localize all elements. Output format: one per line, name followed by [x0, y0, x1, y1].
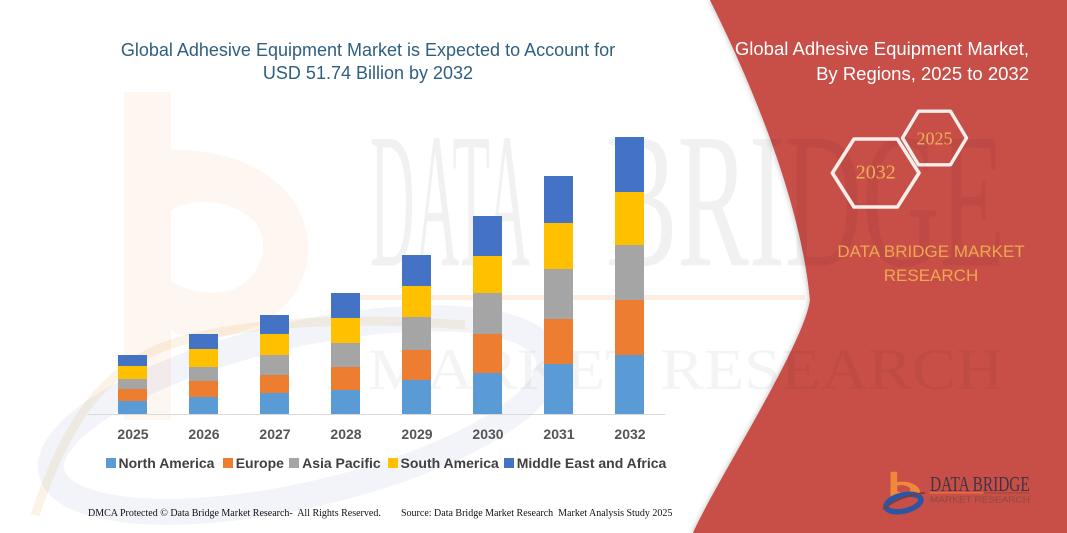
- svg-text:2032: 2032: [856, 162, 896, 184]
- svg-text:DATA: DATA: [370, 94, 530, 308]
- svg-text:2025: 2025: [917, 129, 953, 149]
- svg-text:DATA BRIDGE: DATA BRIDGE: [930, 473, 1030, 496]
- svg-text:MARKET RESEARCH: MARKET RESEARCH: [930, 496, 1030, 505]
